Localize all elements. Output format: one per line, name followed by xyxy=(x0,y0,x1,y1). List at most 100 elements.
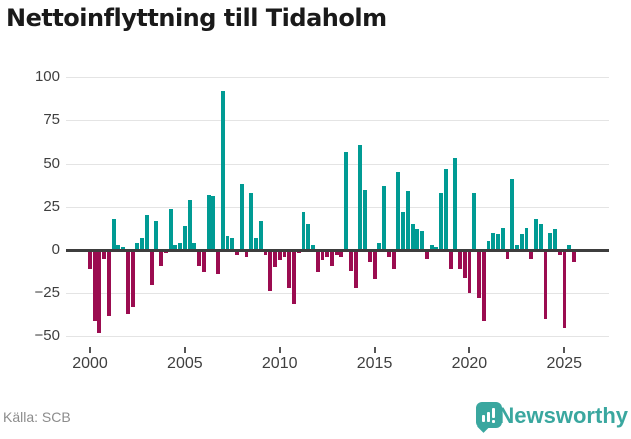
bar xyxy=(88,250,92,269)
bar xyxy=(144,215,149,250)
bar xyxy=(434,246,439,250)
bar xyxy=(325,250,330,257)
bar xyxy=(353,250,358,288)
bar xyxy=(524,227,529,250)
bar xyxy=(396,172,401,250)
bar xyxy=(467,250,472,294)
gridline xyxy=(66,120,609,122)
bar xyxy=(391,250,396,269)
bar xyxy=(306,224,311,250)
logo-bar-icon xyxy=(487,412,490,422)
bar xyxy=(562,250,567,328)
bar xyxy=(500,227,505,250)
newsworthy-wordmark: Newsworthy xyxy=(498,403,628,428)
bar xyxy=(168,208,173,250)
bar xyxy=(448,250,453,269)
bar xyxy=(92,250,97,321)
bar xyxy=(220,91,225,250)
x-tick-label: 2020 xyxy=(451,355,488,372)
bar xyxy=(386,250,391,257)
bar xyxy=(140,237,145,250)
bar xyxy=(571,250,576,263)
bar xyxy=(377,243,382,250)
bar xyxy=(121,246,126,250)
bar xyxy=(292,250,296,304)
bar xyxy=(534,218,538,250)
bar xyxy=(149,250,154,285)
bar xyxy=(415,229,420,250)
bar xyxy=(405,191,410,250)
bar xyxy=(334,250,339,256)
bar xyxy=(125,250,130,314)
bar xyxy=(102,250,107,259)
bar xyxy=(515,244,519,250)
y-tick-label: −25 xyxy=(34,284,60,302)
bar xyxy=(472,193,477,250)
x-tick-label: 2000 xyxy=(72,355,108,372)
bar xyxy=(311,244,315,250)
bar xyxy=(97,250,102,333)
bar xyxy=(401,212,406,250)
bar xyxy=(187,199,192,250)
bar xyxy=(510,179,515,250)
x-tick-mark xyxy=(89,347,91,353)
bar xyxy=(505,250,510,259)
bar xyxy=(458,250,462,269)
bar xyxy=(211,196,216,250)
bar xyxy=(424,250,429,259)
bar xyxy=(453,158,458,250)
bar xyxy=(206,194,211,250)
bar xyxy=(486,241,491,250)
bar xyxy=(443,168,448,250)
bar xyxy=(282,250,287,257)
bar xyxy=(173,244,178,250)
x-tick-mark xyxy=(563,347,566,353)
bar xyxy=(538,224,543,250)
bar xyxy=(273,250,277,268)
bar xyxy=(329,250,334,266)
x-tick-label: 2005 xyxy=(167,355,203,372)
bar xyxy=(235,250,239,256)
x-tick-mark xyxy=(373,347,376,353)
chart-title: Nettoinflyttning till Tidaholm xyxy=(6,4,387,32)
bar xyxy=(106,250,111,316)
bar xyxy=(420,231,425,250)
bar xyxy=(182,225,187,250)
bar xyxy=(548,232,553,250)
bar xyxy=(519,234,524,250)
newsworthy-icon xyxy=(476,402,502,433)
bar xyxy=(382,186,387,250)
x-tick-label: 2025 xyxy=(546,355,583,372)
bar xyxy=(363,189,368,250)
bar xyxy=(462,250,467,278)
bar xyxy=(197,250,202,266)
bar xyxy=(339,250,344,257)
y-tick-label: 50 xyxy=(43,154,60,172)
y-tick-label: 25 xyxy=(43,197,60,215)
bar xyxy=(249,193,254,250)
bar xyxy=(135,243,140,250)
x-tick-mark xyxy=(468,347,471,353)
bar xyxy=(287,250,292,288)
y-tick-label: 100 xyxy=(34,68,60,86)
bar xyxy=(201,250,206,273)
bar xyxy=(239,184,244,250)
bar xyxy=(130,250,135,307)
bar-chart-plot: 100 75 50 25 0 −25 −50 2000 2005 2010 2015 2020 2025 xyxy=(34,68,609,372)
bar xyxy=(567,244,572,250)
bar xyxy=(543,250,548,320)
gridline xyxy=(66,336,609,338)
bar xyxy=(254,237,258,250)
bar xyxy=(159,250,164,266)
bar xyxy=(491,232,496,250)
bar xyxy=(344,151,349,250)
bar xyxy=(244,250,249,257)
bar xyxy=(481,250,486,321)
logo-dot-icon xyxy=(492,420,495,423)
bar xyxy=(178,243,183,250)
bar xyxy=(496,234,500,250)
bar xyxy=(320,250,325,261)
x-tick-label: 2010 xyxy=(261,355,298,372)
y-tick-label: 75 xyxy=(43,111,60,129)
